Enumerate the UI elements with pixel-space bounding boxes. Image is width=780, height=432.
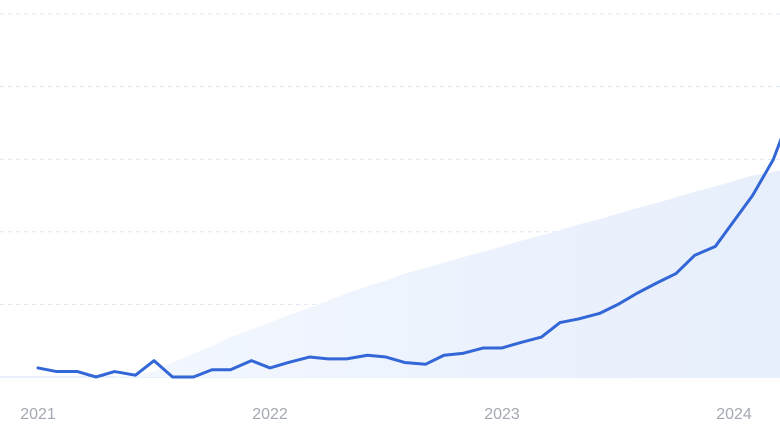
x-axis-tick-labels: 2021 2022 2023 2024: [20, 406, 752, 423]
area-series: [38, 162, 780, 377]
line-series: [36, 137, 780, 379]
x-tick-label: 2021: [20, 406, 56, 423]
interest-area: [38, 162, 780, 377]
x-tick-label: 2024: [716, 406, 752, 423]
x-tick-label: 2022: [252, 406, 288, 423]
x-tick-label: 2023: [484, 406, 520, 423]
trend-line: [36, 137, 780, 379]
